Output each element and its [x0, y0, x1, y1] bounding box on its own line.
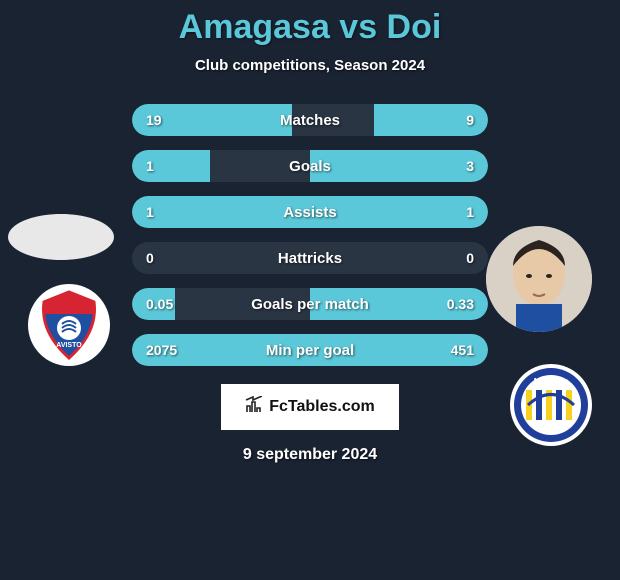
- stat-row: 13Goals: [132, 150, 488, 182]
- club-badge-left: AVISTO: [28, 284, 110, 366]
- stat-row: 199Matches: [132, 104, 488, 136]
- player-right-avatar: [486, 226, 592, 332]
- date-label: 9 september 2024: [243, 446, 377, 464]
- stat-label: Hattricks: [132, 250, 488, 267]
- stat-label: Matches: [132, 112, 488, 129]
- chart-icon: [245, 396, 263, 419]
- stats-column: 199Matches 13Goals 11Assists 00Hattricks 0.0…: [132, 104, 488, 366]
- stat-row: 2075451Min per goal: [132, 334, 488, 366]
- face-icon: [486, 226, 592, 332]
- round-badge-icon: Montedio: [510, 364, 592, 446]
- stat-label: Assists: [132, 204, 488, 221]
- silhouette-icon: [8, 214, 114, 260]
- brand-label: FcTables.com: [269, 398, 375, 416]
- player-left-avatar: [8, 214, 114, 260]
- stat-label: Goals: [132, 158, 488, 175]
- svg-text:AVISTO: AVISTO: [56, 342, 82, 349]
- shield-icon: AVISTO: [28, 284, 110, 366]
- stat-label: Goals per match: [132, 296, 488, 313]
- brand-link[interactable]: FcTables.com: [221, 384, 399, 430]
- stats-area: AVISTO Montedio 199Matches13Goals11Assis…: [0, 104, 620, 366]
- stat-row: 11Assists: [132, 196, 488, 228]
- stat-row: 0.050.33Goals per match: [132, 288, 488, 320]
- stat-row: 00Hattricks: [132, 242, 488, 274]
- subtitle: Club competitions, Season 2024: [195, 57, 425, 74]
- page-title: Amagasa vs Doi: [179, 8, 442, 47]
- svg-text:Montedio: Montedio: [533, 377, 569, 386]
- stat-label: Min per goal: [132, 342, 488, 359]
- club-badge-right: Montedio: [510, 364, 592, 446]
